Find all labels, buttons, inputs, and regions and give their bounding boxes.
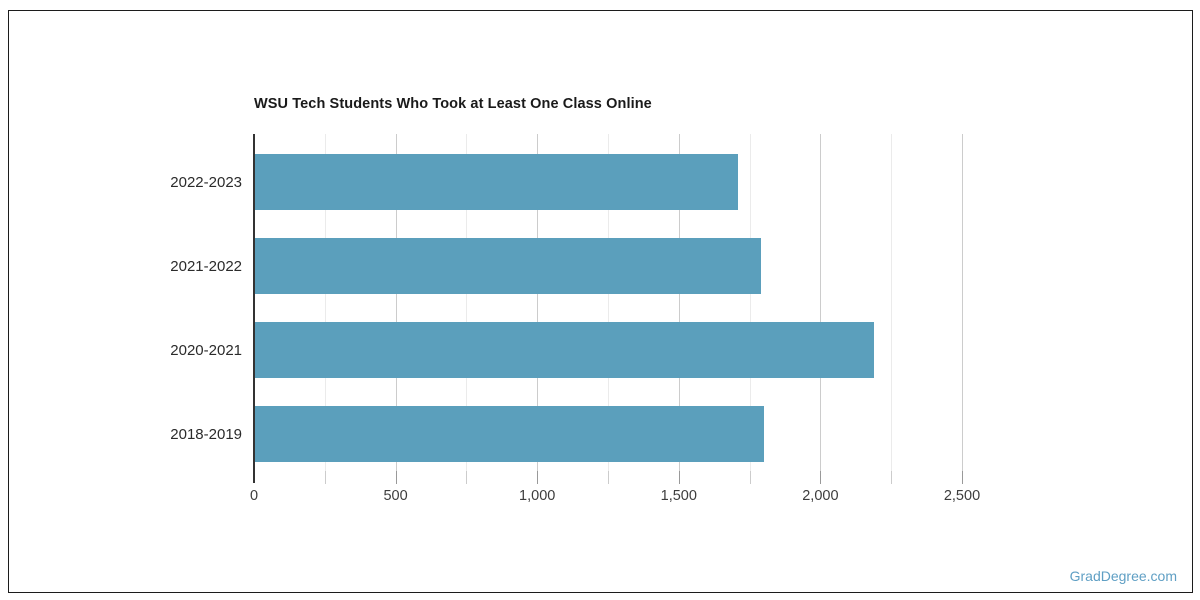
gridline-minor-250 [324,134,326,471]
x-tick-label-0: 0 [249,488,259,504]
x-tick-major-500 [395,471,397,484]
y-axis-labels: 2022-2023 2021-2022 2020-2021 2018-2019 [9,134,242,471]
watermark-link[interactable]: GradDegree.com [1069,568,1177,584]
chart-frame: WSU Tech Students Who Took at Least One … [8,10,1193,593]
x-tick-label-2000: 2,000 [802,488,839,504]
x-tick-major-1000 [537,471,539,484]
x-axis: 0 500 1,000 1,500 2,000 2,500 [250,471,980,511]
x-tick-minor-1250 [608,471,609,484]
bar-2021-2022 [254,238,761,294]
x-tick-minor-250 [324,471,326,484]
gridline-minor-750 [466,134,468,471]
x-tick-label-1500: 1,500 [660,488,697,504]
category-label-2020-2021: 2020-2021 [170,341,242,359]
category-label-2022-2023: 2022-2023 [170,173,242,191]
bar-2022-2023 [254,154,739,210]
x-tick-major-2000 [820,471,822,484]
x-tick-minor-1750 [749,471,751,484]
category-label-2018-2019: 2018-2019 [170,425,242,443]
gridline-minor-1250 [608,134,609,471]
x-tick-minor-750 [466,471,468,484]
plot-area [254,134,963,471]
gridline-major-2000 [820,134,822,471]
bars-layer [254,134,962,471]
category-label-2021-2022: 2021-2022 [170,257,242,275]
x-tick-label-2500: 2,500 [943,488,981,504]
gridline-major-1500 [678,134,680,471]
y-axis-line [253,134,255,483]
x-tick-label-1000: 1,000 [519,488,556,504]
gridline-major-2500 [962,134,963,471]
x-tick-label-500: 500 [383,488,408,504]
bar-2018-2019 [254,406,764,462]
gridline-minor-1750 [749,134,751,471]
x-tick-minor-2250 [891,471,893,484]
gridline-major-500 [395,134,397,471]
chart-title: WSU Tech Students Who Took at Least One … [254,96,652,112]
x-tick-major-2500 [962,471,963,484]
gridline-minor-2250 [891,134,893,471]
x-tick-major-1500 [678,471,680,484]
gridlines-layer [254,134,963,471]
gridline-major-1000 [537,134,539,471]
bar-2020-2021 [254,322,875,378]
